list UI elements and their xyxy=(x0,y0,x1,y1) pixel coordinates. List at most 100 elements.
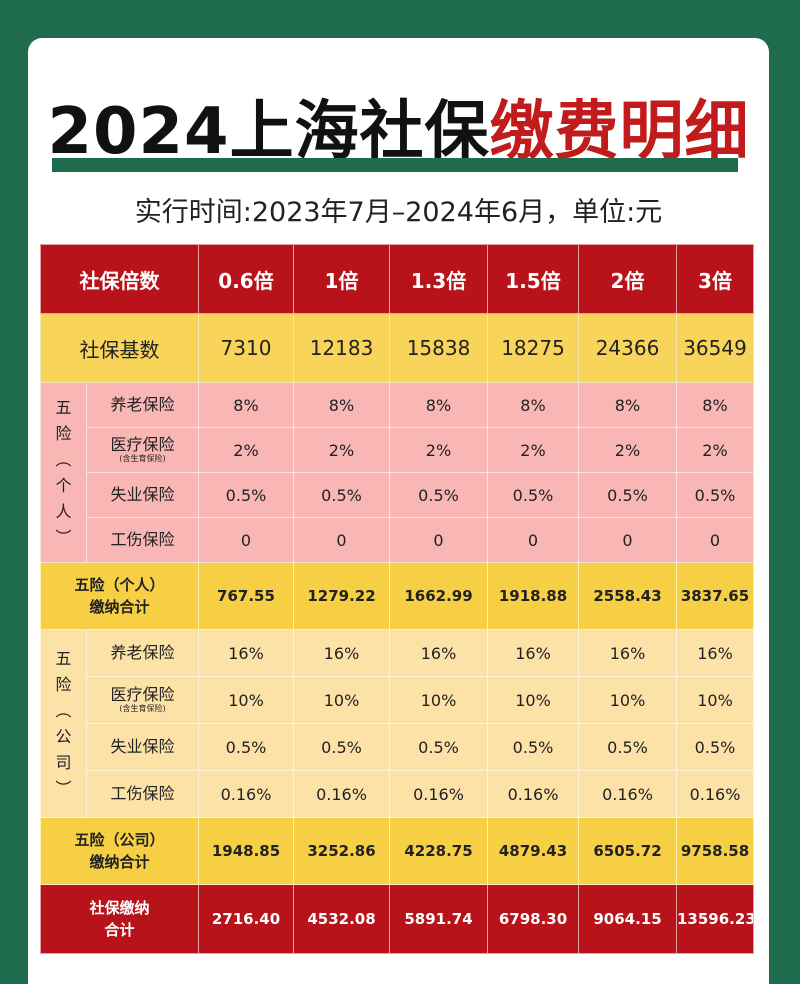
rate-cell: 16% xyxy=(293,629,390,677)
company-group-label: 五险 ︵ 公司 ︶ xyxy=(40,629,87,818)
rate-cell: 2% xyxy=(389,427,488,473)
rate-cell: 8% xyxy=(293,382,390,428)
sum-value-cell: 3252.86 xyxy=(293,817,390,885)
total-value-cell: 9064.15 xyxy=(578,884,677,954)
base-value-cell: 24366 xyxy=(578,313,677,383)
total-value-cell: 2716.40 xyxy=(198,884,294,954)
rate-cell: 8% xyxy=(676,382,754,428)
insurance-name-cell: 工伤保险 xyxy=(86,770,199,818)
rate-cell: 0 xyxy=(676,517,754,563)
rate-cell: 10% xyxy=(293,676,390,724)
rate-cell: 0.16% xyxy=(389,770,488,818)
total-value-cell: 13596.23 xyxy=(676,884,754,954)
personal-group-label: 五险 ︵ 个人 ︶ xyxy=(40,382,87,563)
rate-cell: 0.5% xyxy=(676,472,754,518)
personal-rate-row: 失业保险 0.5% 0.5% 0.5% 0.5% 0.5% 0.5% xyxy=(41,472,754,518)
title-part-red: 缴费明细 xyxy=(489,95,750,169)
rate-cell: 0 xyxy=(487,517,579,563)
rate-cell: 10% xyxy=(676,676,754,724)
multiplier-cell: 1.5倍 xyxy=(487,244,579,314)
sum-value-cell: 1279.22 xyxy=(293,562,390,630)
sum-label-line2: 缴纳合计 xyxy=(89,853,150,871)
rate-cell: 0.5% xyxy=(487,472,579,518)
group-char: ︶ xyxy=(55,778,72,798)
insurance-name: 工伤保险 xyxy=(110,784,175,803)
personal-rate-row: 医疗保险 (含生育保险) 2% 2% 2% 2% 2% 2% xyxy=(41,427,754,473)
sum-label-line2: 缴纳合计 xyxy=(89,598,150,616)
rate-cell: 8% xyxy=(389,382,488,428)
sum-value-cell: 1918.88 xyxy=(487,562,579,630)
rate-cell: 8% xyxy=(578,382,677,428)
rate-cell: 16% xyxy=(578,629,677,677)
insurance-name-cell: 养老保险 xyxy=(86,382,199,428)
sum-value-cell: 767.55 xyxy=(198,562,294,630)
company-sum-row: 五险（公司） 缴纳合计 1948.85 3252.86 4228.75 4879.43 65… xyxy=(40,817,754,885)
total-value-cell: 6798.30 xyxy=(487,884,579,954)
rate-cell: 0 xyxy=(389,517,488,563)
sum-label-line1: 五险（公司） xyxy=(74,831,165,849)
insurance-name-cell: 医疗保险 (含生育保险) xyxy=(86,676,199,724)
rate-cell: 0.16% xyxy=(293,770,390,818)
personal-rate-row: 工伤保险 0 0 0 0 0 0 xyxy=(41,517,754,563)
multiplier-cell: 1倍 xyxy=(293,244,390,314)
base-value-cell: 18275 xyxy=(487,313,579,383)
subtitle: 实行时间:2023年7月–2024年6月，单位:元 xyxy=(134,197,663,228)
rate-cell: 10% xyxy=(578,676,677,724)
base-label: 社保基数 xyxy=(40,313,199,383)
rate-cell: 0.5% xyxy=(676,723,754,771)
sum-label-line1: 五险（个人） xyxy=(74,576,165,594)
total-label-line2: 合计 xyxy=(104,921,135,939)
group-char: 险 xyxy=(55,423,72,443)
insurance-name: 养老保险 xyxy=(110,395,175,414)
rate-cell: 0 xyxy=(293,517,390,563)
group-char: 人 xyxy=(55,501,72,521)
group-char: 公 xyxy=(55,726,72,746)
insurance-name-cell: 医疗保险 (含生育保险) xyxy=(86,427,199,473)
rate-cell: 16% xyxy=(676,629,754,677)
rate-cell: 2% xyxy=(676,427,754,473)
sum-value-cell: 2558.43 xyxy=(578,562,677,630)
sum-value-cell: 9758.58 xyxy=(676,817,754,885)
personal-sum-row: 五险（个人） 缴纳合计 767.55 1279.22 1662.99 1918.88 255… xyxy=(40,562,754,630)
insurance-name-cell: 养老保险 xyxy=(86,629,199,677)
rate-cell: 0.5% xyxy=(198,723,294,771)
insurance-name-cell: 失业保险 xyxy=(86,723,199,771)
base-value-cell: 12183 xyxy=(293,313,390,383)
rate-cell: 0.5% xyxy=(578,723,677,771)
multiplier-label: 社保倍数 xyxy=(40,244,199,314)
rate-cell: 2% xyxy=(578,427,677,473)
rate-cell: 0.5% xyxy=(578,472,677,518)
sum-value-cell: 6505.72 xyxy=(578,817,677,885)
rate-cell: 16% xyxy=(198,629,294,677)
total-label: 社保缴纳 合计 xyxy=(40,884,199,954)
sum-value-cell: 1948.85 xyxy=(198,817,294,885)
title-part-black: 2024上海社保 xyxy=(47,95,490,169)
multiplier-cell: 3倍 xyxy=(676,244,754,314)
group-char: ︵ xyxy=(55,449,72,469)
insurance-name: 工伤保险 xyxy=(110,530,175,549)
group-char: ︶ xyxy=(55,527,72,547)
insurance-name: 医疗保险 xyxy=(110,685,175,704)
title-divider xyxy=(52,158,738,172)
multiplier-cell: 2倍 xyxy=(578,244,677,314)
rate-cell: 0.5% xyxy=(198,472,294,518)
rate-cell: 2% xyxy=(198,427,294,473)
insurance-note: (含生育保险) xyxy=(119,704,166,713)
rate-cell: 8% xyxy=(487,382,579,428)
company-rate-row: 五险 ︵ 公司 ︶ 养老保险 16% 16% 16% 16% 16% 16% xyxy=(40,629,754,818)
total-value-cell: 5891.74 xyxy=(389,884,488,954)
insurance-name: 养老保险 xyxy=(110,643,175,662)
company-rate-row: 工伤保险 0.16% 0.16% 0.16% 0.16% 0.16% 0.16% xyxy=(41,770,754,818)
contribution-table: 社保倍数 0.6倍 1倍 1.3倍 1.5倍 2倍 3倍 社保基数 7310 12183 15838… xyxy=(40,244,754,954)
rate-cell: 0.16% xyxy=(487,770,579,818)
sum-value-cell: 4879.43 xyxy=(487,817,579,885)
header-row: 社保倍数 0.6倍 1倍 1.3倍 1.5倍 2倍 3倍 xyxy=(40,244,754,314)
rate-cell: 0.5% xyxy=(389,723,488,771)
group-char: 五 xyxy=(55,397,72,417)
rate-cell: 8% xyxy=(198,382,294,428)
insurance-name-cell: 失业保险 xyxy=(86,472,199,518)
rate-cell: 0.5% xyxy=(389,472,488,518)
rate-cell: 10% xyxy=(487,676,579,724)
rate-cell: 0.16% xyxy=(198,770,294,818)
personal-rate-row: 五险 ︵ 个人 ︶ 养老保险 8% 8% 8% 8% 8% 8% xyxy=(40,382,754,563)
